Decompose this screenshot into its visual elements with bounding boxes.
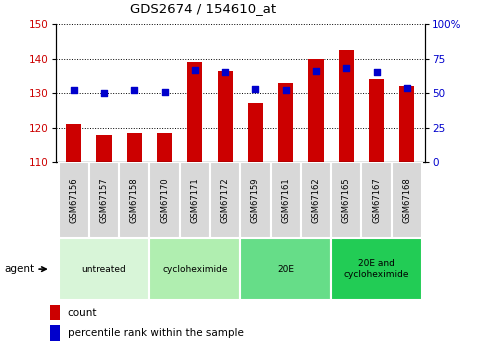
Bar [399, 86, 414, 162]
Bar [210, 162, 241, 238]
Text: GSM67157: GSM67157 [99, 177, 109, 223]
Point [130, 88, 138, 93]
Bar [97, 135, 112, 162]
Bar [149, 238, 241, 300]
Text: GSM67158: GSM67158 [130, 177, 139, 223]
Text: GSM67172: GSM67172 [221, 177, 229, 223]
Point [191, 67, 199, 72]
Bar [187, 62, 202, 162]
Text: count: count [68, 308, 97, 318]
Bar [369, 79, 384, 162]
Bar [361, 162, 392, 238]
Bar [270, 162, 301, 238]
Bar [248, 104, 263, 162]
Text: GSM67161: GSM67161 [281, 177, 290, 223]
Bar [278, 83, 293, 162]
Text: GSM67159: GSM67159 [251, 177, 260, 223]
Bar [149, 162, 180, 238]
Point [161, 89, 169, 95]
Bar [89, 162, 119, 238]
Bar [331, 238, 422, 300]
Bar [241, 162, 270, 238]
Text: GSM67156: GSM67156 [69, 177, 78, 223]
Text: untreated: untreated [82, 265, 127, 274]
Text: agent: agent [5, 264, 35, 274]
Bar [157, 133, 172, 162]
Text: GSM67165: GSM67165 [342, 177, 351, 223]
Bar [58, 238, 149, 300]
Point [403, 85, 411, 90]
Bar [241, 238, 331, 300]
Text: GDS2674 / 154610_at: GDS2674 / 154610_at [130, 2, 276, 15]
Bar [309, 59, 324, 162]
Text: percentile rank within the sample: percentile rank within the sample [68, 328, 243, 338]
Point [221, 70, 229, 75]
Bar [339, 50, 354, 162]
Text: GSM67170: GSM67170 [160, 177, 169, 223]
Point [70, 88, 78, 93]
Point [282, 87, 290, 92]
Bar [301, 162, 331, 238]
Bar [58, 162, 89, 238]
Point [342, 66, 350, 71]
Bar [119, 162, 149, 238]
Text: 20E: 20E [277, 265, 294, 274]
Bar [66, 124, 81, 162]
Point [252, 86, 259, 92]
Bar [180, 162, 210, 238]
Point [373, 70, 381, 75]
Bar [127, 133, 142, 162]
Text: GSM67168: GSM67168 [402, 177, 412, 223]
Bar [50, 305, 60, 320]
Text: GSM67171: GSM67171 [190, 177, 199, 223]
Point [100, 90, 108, 96]
Bar [50, 325, 60, 341]
Point [312, 68, 320, 74]
Text: GSM67167: GSM67167 [372, 177, 381, 223]
Text: GSM67162: GSM67162 [312, 177, 321, 223]
Text: cycloheximide: cycloheximide [162, 265, 227, 274]
Bar [392, 162, 422, 238]
Text: 20E and
cycloheximide: 20E and cycloheximide [344, 259, 409, 279]
Bar [331, 162, 361, 238]
Bar [217, 71, 233, 162]
